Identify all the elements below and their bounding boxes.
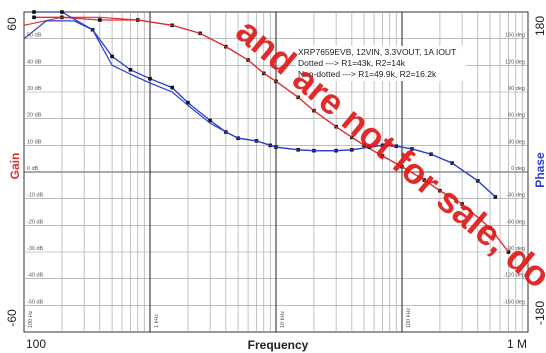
axis-labels: 50 dB 40 dB 30 dB 20 dB 10 dB 0 dB -10 dB -20 d… — [5, 16, 546, 352]
gain-tick-label: -10 dB — [27, 193, 44, 199]
data-marker — [98, 18, 102, 22]
phase-min-label: -180 — [533, 301, 546, 325]
x-min-label: 100 — [26, 337, 46, 351]
decade-label: 100 Hz — [28, 310, 34, 328]
phase-tick-label: 150 deg — [505, 33, 525, 39]
decade-label: 1 kHz — [154, 314, 160, 328]
gain-tick-label: 50 dB — [27, 33, 42, 39]
annotation-box: XRP7659EVB, 12VIN, 3.3VOUT, 1A IOUT Dott… — [296, 46, 466, 81]
gain-axis-title: Gain — [8, 153, 22, 180]
gain-tick-label: 40 dB — [27, 59, 42, 65]
x-axis-title: Frequency — [248, 338, 309, 352]
gain-solid-line — [23, 16, 509, 253]
data-marker — [60, 10, 64, 14]
grid — [23, 11, 529, 333]
data-marker — [128, 67, 133, 72]
phase-dotted-line — [34, 11, 496, 198]
gain-tick-label: -30 dB — [27, 246, 44, 252]
gain-max-label: 60 — [5, 17, 19, 31]
phase-axis-title: Phase — [533, 152, 546, 188]
gain-tick-label: 20 dB — [27, 113, 42, 119]
phase-tick-label: -150 deg — [503, 299, 525, 305]
data-marker — [110, 54, 114, 59]
gain-tick-label: -40 dB — [27, 273, 44, 279]
data-marker — [148, 76, 152, 81]
data-marker — [170, 85, 174, 90]
decade-label: 10 kHz — [280, 311, 286, 328]
gain-tick-label: 30 dB — [27, 86, 42, 92]
data-marker — [186, 100, 190, 105]
phase-max-label: 180 — [533, 16, 546, 36]
x-max-label: 1 M — [507, 337, 527, 351]
annotation-line-3: Non-dotted ---> R1=49.9k, R2=16.2k — [298, 69, 437, 79]
phase-tick-label: 120 deg — [505, 59, 525, 65]
gain-tick-label: 10 dB — [27, 139, 42, 145]
phase-tick-label: 60 deg — [508, 113, 525, 119]
gain-min-label: -60 — [5, 309, 19, 327]
annotation-line-2: Dotted ---> R1=43k, R2=14k — [298, 58, 406, 68]
phase-tick-label: 0 deg — [511, 166, 525, 172]
phase-tick-label: -120 deg — [503, 273, 525, 279]
annotation-line-1: XRP7659EVB, 12VIN, 3.3VOUT, 1A IOUT — [298, 47, 457, 57]
decade-label: 100 kHz — [406, 308, 412, 328]
gain-tick-label: -20 dB — [27, 219, 44, 225]
phase-tick-label: -90 deg — [506, 246, 525, 252]
phase-tick-label: 90 deg — [508, 86, 525, 92]
data-marker — [32, 10, 36, 14]
phase-tick-label: -30 deg — [506, 193, 525, 199]
series-group — [23, 10, 511, 254]
phase-solid-line — [23, 20, 496, 198]
gain-tick-label: 0 dB — [27, 166, 39, 172]
data-marker — [208, 118, 212, 123]
phase-tick-label: -60 deg — [506, 219, 525, 225]
data-marker — [32, 15, 36, 20]
gain-tick-label: -50 dB — [27, 299, 44, 305]
phase-tick-label: 30 deg — [508, 139, 525, 145]
